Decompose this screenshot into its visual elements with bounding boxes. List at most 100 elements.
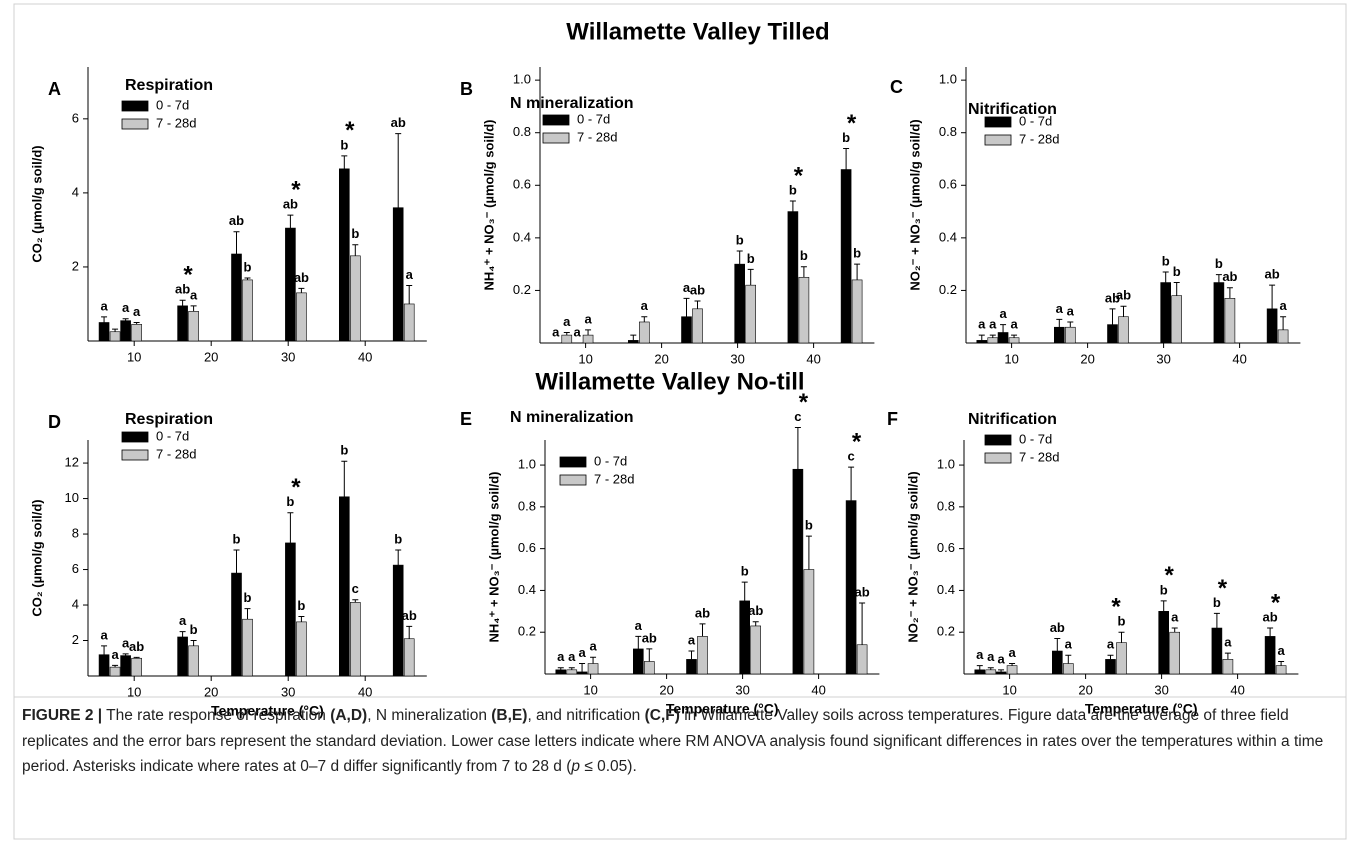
y-tick-label: 0.6	[939, 177, 957, 192]
bar	[697, 636, 708, 675]
error-bar	[805, 535, 812, 570]
x-tick-label: 10	[1004, 351, 1018, 366]
error-bar	[233, 231, 240, 254]
bar	[338, 496, 350, 677]
error-bar	[1054, 637, 1061, 652]
error-bar	[406, 625, 413, 639]
error-bar	[1226, 287, 1233, 299]
x-tick-label: 10	[127, 349, 141, 364]
bar	[1116, 642, 1127, 675]
error-bar	[112, 664, 119, 668]
bar	[296, 621, 307, 677]
significance-letter: b	[297, 598, 305, 613]
error-bar	[1109, 308, 1116, 325]
significance-letter: c	[847, 449, 854, 464]
legend-label: 7 - 28d	[156, 446, 196, 461]
error-bar	[179, 631, 186, 637]
panel-letter: B	[460, 79, 473, 99]
panel-letter: D	[48, 412, 61, 432]
caption-text: FIGURE 2 |	[22, 707, 103, 724]
x-tick-label: 10	[578, 351, 592, 366]
x-tick-label: 20	[1080, 351, 1094, 366]
error-bar	[630, 334, 637, 341]
y-tick-label: 0.4	[513, 229, 531, 244]
bar	[582, 334, 594, 344]
significance-letter: a	[552, 324, 560, 339]
bar	[231, 572, 242, 677]
bar	[392, 207, 404, 342]
y-tick-label: 12	[65, 455, 79, 470]
error-bar	[590, 656, 597, 664]
legend-swatch	[542, 132, 570, 144]
bar	[1275, 665, 1287, 675]
error-bar	[694, 300, 701, 309]
error-bar	[1009, 663, 1016, 666]
legend-swatch	[121, 100, 149, 112]
significance-letter: a	[100, 627, 108, 642]
error-bar	[998, 669, 1005, 672]
y-tick-label: 1.0	[939, 72, 957, 87]
bar	[587, 663, 599, 675]
legend-swatch	[984, 452, 1012, 464]
error-bar	[244, 608, 251, 620]
significance-letter: a	[1008, 645, 1016, 660]
panel-title: N mineralization	[510, 95, 634, 112]
y-tick-label: 4	[72, 184, 79, 199]
error-bar	[190, 640, 197, 646]
y-axis-label: CO₂ (µmol/g soil/d)	[29, 499, 44, 616]
error-bar	[987, 667, 994, 670]
asterisk: *	[1271, 589, 1281, 616]
group-title: Willamette Valley No-till	[535, 368, 804, 395]
asterisk: *	[183, 262, 193, 289]
legend-swatch	[984, 134, 1012, 146]
bar	[242, 618, 253, 677]
panel-title: Respiration	[125, 77, 213, 94]
caption-text: in Willamette Valley soils across temper…	[22, 707, 1324, 775]
caption: FIGURE 2 | The rate response of respirat…	[22, 703, 1340, 780]
significance-letter: a	[978, 317, 986, 332]
error-bar	[122, 653, 129, 656]
significance-letter: ab	[855, 584, 870, 599]
panel-title: Nitrification	[968, 101, 1057, 118]
bar	[1169, 631, 1180, 675]
error-bar	[233, 549, 240, 574]
x-tick-label: 20	[654, 351, 668, 366]
significance-letter: a	[987, 649, 995, 664]
significance-letter: a	[1279, 298, 1287, 313]
bar	[1213, 282, 1225, 344]
significance-letter: b	[1162, 253, 1170, 268]
error-bar	[976, 665, 983, 670]
legend-label: 7 - 28d	[1019, 449, 1059, 464]
x-tick-label: 20	[1078, 682, 1092, 697]
error-bar	[641, 316, 648, 322]
caption-text: ≤ 0.05).	[580, 758, 637, 775]
bar	[681, 316, 692, 344]
significance-letter: b	[244, 590, 252, 605]
x-tick-label: 30	[730, 351, 744, 366]
error-bar	[1269, 284, 1276, 309]
panel-letter: C	[890, 77, 903, 97]
significance-letter: a	[122, 635, 130, 650]
asterisk: *	[799, 389, 809, 416]
error-bar	[688, 650, 695, 660]
y-tick-label: 4	[72, 596, 79, 611]
group-title: Willamette Valley Tilled	[566, 18, 829, 45]
y-axis-label: CO₂ (µmol/g soil/d)	[29, 145, 44, 262]
error-bar	[848, 466, 855, 501]
x-tick-label: 20	[659, 682, 673, 697]
significance-letter: ab	[229, 213, 244, 228]
bar	[1107, 324, 1118, 344]
legend-label: 0 - 7d	[577, 111, 610, 126]
y-axis-label: NO₂⁻ + NO₃⁻ (µmol/g soil/d)	[907, 119, 922, 290]
significance-letter: b	[1173, 264, 1181, 279]
significance-letter: b	[340, 137, 348, 152]
significance-letter: a	[997, 651, 1005, 666]
y-tick-label: 0.4	[937, 582, 955, 597]
bar	[638, 321, 650, 344]
legend-swatch	[559, 456, 587, 468]
bar	[1052, 650, 1063, 675]
error-bar	[244, 277, 251, 280]
significance-letter: ab	[129, 639, 144, 654]
y-tick-label: 8	[72, 525, 79, 540]
significance-letter: a	[683, 280, 691, 295]
